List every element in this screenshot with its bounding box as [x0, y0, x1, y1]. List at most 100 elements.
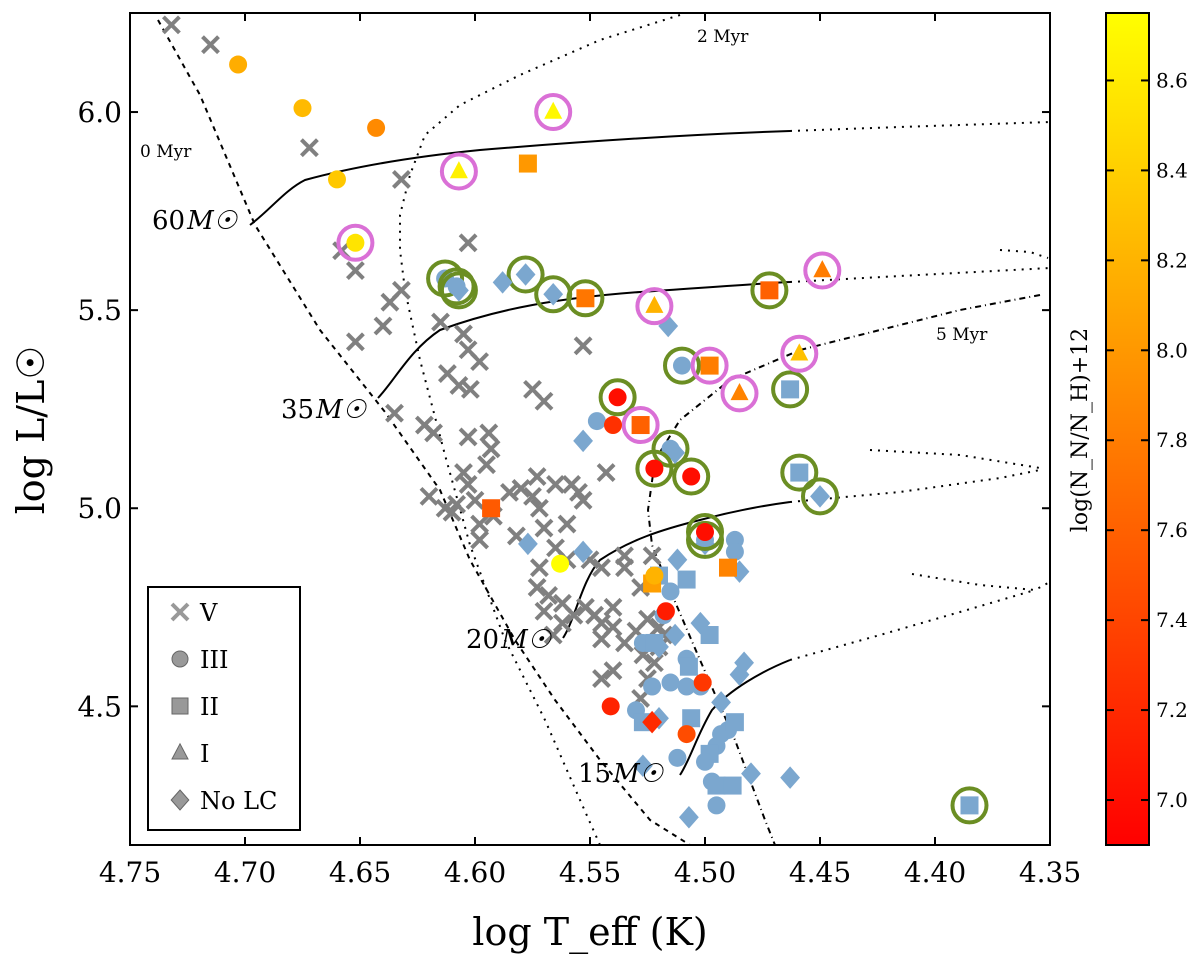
star-square-61 [960, 796, 979, 815]
ring-green-n-19 [672, 457, 711, 496]
v-star-63 [564, 605, 584, 625]
v-star-52 [596, 463, 616, 482]
star-square-44 [682, 709, 701, 728]
n-star-circle-30 [677, 725, 696, 744]
v-star-13 [458, 233, 478, 253]
v-star-46 [534, 518, 554, 538]
n-star-triangle-11 [813, 260, 832, 278]
track-label-20-mass: 20 [466, 625, 499, 655]
n-star-square-20 [482, 499, 501, 518]
n-star-square-6 [518, 154, 537, 173]
y-tick-label-2: 5.5 [77, 294, 122, 327]
star-diamond-2 [449, 279, 469, 302]
ring-green-blue-13 [780, 453, 819, 492]
star-circle-38 [661, 673, 680, 692]
ring-magenta-n-9 [635, 287, 674, 326]
v-star-15 [454, 324, 473, 344]
v-star-32 [419, 486, 439, 506]
v-star-22 [479, 423, 499, 443]
v-star-8 [380, 292, 400, 312]
star-diamond-36 [729, 663, 750, 686]
n-star-square-16 [631, 416, 650, 435]
cb-tick-label-2: 7.4 [1156, 608, 1188, 632]
n-star-circle-28 [601, 697, 620, 716]
n-star-square-8 [576, 289, 595, 308]
v-star-45 [557, 514, 577, 534]
ring-green-blue-7 [663, 346, 701, 385]
v-star-2 [299, 138, 319, 158]
cb-tick-label-4: 7.8 [1156, 428, 1188, 452]
ring-magenta-n-5 [439, 152, 478, 191]
cb-tick-label-0: 7.0 [1156, 788, 1188, 812]
x-tick-label-6: 4.45 [789, 856, 851, 889]
y-tick-label-1: 5.0 [77, 492, 122, 525]
v-star-23 [481, 439, 501, 459]
svg-text:35M☉: 35M☉ [281, 395, 368, 425]
v-star-42 [546, 475, 565, 494]
star-diamond-58 [780, 766, 800, 789]
star-circle-18 [725, 542, 744, 561]
legend-label-3: I [200, 740, 209, 768]
v-star-14 [431, 312, 450, 332]
n-star-square-25 [719, 558, 737, 577]
ring-green-n-15 [598, 378, 637, 417]
v-star-78 [644, 653, 664, 673]
star-square-13 [790, 463, 809, 482]
v-star-6 [345, 332, 365, 352]
v-star-5 [345, 261, 365, 280]
track-label-35-unit: M☉ [315, 395, 368, 425]
star-square-28 [700, 626, 719, 645]
legend-label-4: No LC [200, 787, 277, 815]
ring-green-n-8 [566, 279, 605, 318]
y-tick-label-3: 6.0 [77, 96, 122, 129]
star-diamond-5 [492, 271, 513, 294]
star-diamond-32 [665, 623, 685, 647]
v-star-51 [573, 490, 593, 510]
track-label-35-mass: 35 [281, 395, 314, 425]
v-star-19 [449, 376, 469, 395]
v-star-74 [603, 661, 623, 681]
y-tick-label-0: 4.5 [77, 690, 122, 723]
n-star-triangle-14 [730, 382, 749, 401]
v-star-28 [470, 514, 490, 534]
star-diamond-3 [515, 263, 536, 286]
star-circle-59 [707, 796, 726, 815]
track-label-60: 60M☉ [152, 206, 239, 236]
star-square-34 [679, 657, 698, 676]
star-circle-51 [696, 752, 714, 771]
x-tick-label-7: 4.40 [904, 856, 966, 889]
v-star-84 [592, 558, 611, 578]
v-star-27 [465, 490, 485, 510]
colorbar-ticks: 7.0 7.2 7.4 7.6 7.8 8.0 8.2 8.4 8.6 [1106, 68, 1188, 812]
n-star-circle-22 [551, 554, 570, 573]
n-star-circle-17 [604, 416, 622, 435]
track-label-15-mass: 15 [578, 759, 611, 789]
v-star-35 [534, 391, 554, 411]
v-star-33 [442, 502, 462, 522]
y-axis-label: log L/L☉ [9, 346, 53, 515]
star-diamond-21 [573, 540, 593, 564]
ring-green-n-18 [635, 449, 674, 488]
ring-magenta-n-13 [780, 334, 819, 373]
star-diamond-4 [543, 283, 564, 306]
legend-marker-triangle [171, 742, 189, 760]
annotations: 0 Myr 2 Myr 5 Myr 60M☉ 35M☉ 20M☉ 15M☉ [140, 27, 988, 789]
x-tick-label-1: 4.70 [214, 856, 276, 889]
legend-label-2: II [200, 693, 219, 721]
ring-magenta-n-14 [720, 374, 759, 413]
v-star-10 [385, 403, 404, 423]
star-circle-52 [668, 748, 687, 767]
track-label-60-mass: 60 [152, 206, 185, 236]
n-star-triangle-9 [645, 295, 664, 313]
n-star-circle-24 [645, 566, 664, 585]
x-axis-ticks: 4.75 4.70 4.65 4.60 4.55 4.50 4.45 4.40 4.35 [99, 13, 1081, 889]
svg-text:15M☉: 15M☉ [578, 759, 665, 789]
x-axis-label: log T_eff (K) [472, 910, 707, 955]
v-star-29 [470, 530, 490, 550]
v-star-54 [527, 578, 547, 597]
y-axis-ticks: 4.5 5.0 5.5 6.0 [77, 96, 1050, 723]
track-label-20: 20M☉ [466, 625, 553, 655]
v-star-20 [460, 379, 480, 399]
colorbar: 7.0 7.2 7.4 7.6 7.8 8.0 8.2 8.4 8.6 log(N_N/N_H)… [1068, 12, 1188, 846]
n-star-circle-3 [328, 170, 346, 189]
